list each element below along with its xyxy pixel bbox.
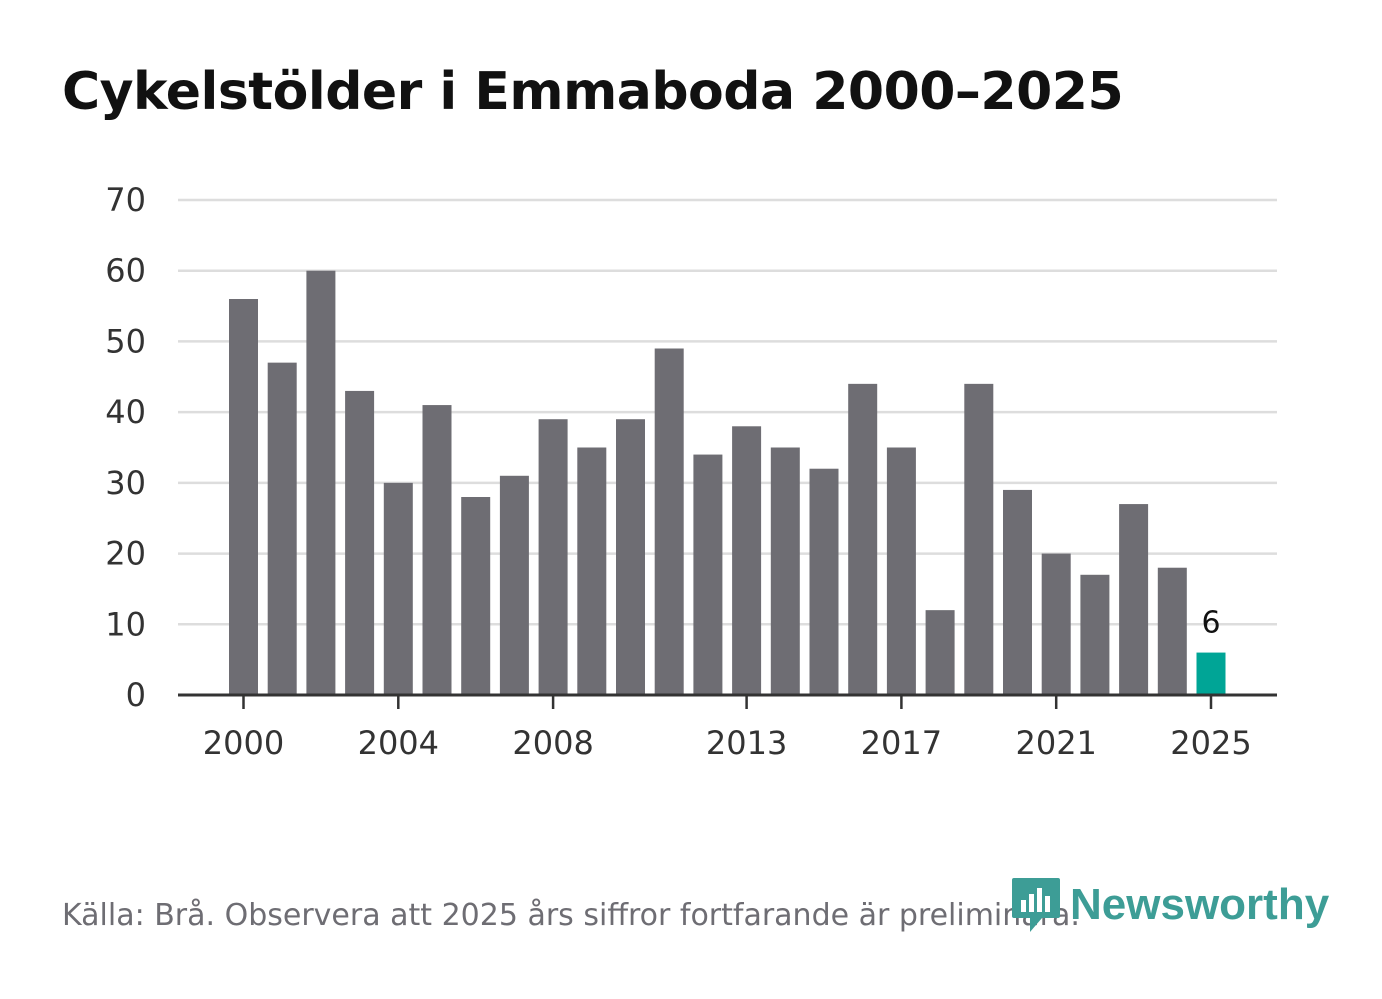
- y-tick-label: 50: [105, 322, 146, 360]
- bar-2006: [461, 497, 491, 695]
- bar-2008: [538, 419, 568, 695]
- bar-2021: [1041, 553, 1071, 695]
- y-tick-label: 10: [105, 605, 146, 643]
- source-note: Källa: Brå. Observera att 2025 års siffr…: [62, 898, 1080, 933]
- bar-2023: [1119, 504, 1149, 695]
- bar-2020: [1003, 489, 1032, 695]
- data-labels: 6: [1201, 606, 1220, 641]
- bar-2009: [577, 447, 607, 695]
- bar-2007: [499, 475, 529, 695]
- bar-2025: [1196, 652, 1226, 695]
- bar-value-label-2025: 6: [1201, 606, 1220, 641]
- gridlines: [178, 198, 1277, 626]
- bar-2022: [1080, 574, 1110, 695]
- y-tick-label: 40: [105, 393, 146, 431]
- x-tick-label: 2008: [512, 724, 593, 762]
- bar-2012: [693, 454, 723, 695]
- bar-2017: [886, 447, 916, 695]
- y-tick-label: 30: [105, 464, 146, 502]
- chart-title: Cykelstölder i Emmaboda 2000–2025: [62, 62, 1124, 122]
- bar-2024: [1157, 567, 1187, 695]
- bar-2015: [809, 468, 839, 695]
- y-tick-label: 20: [105, 535, 146, 573]
- bar-2010: [616, 419, 645, 695]
- x-tick-label: 2000: [203, 724, 284, 762]
- x-tick-label: 2021: [1015, 724, 1096, 762]
- bar-2004: [383, 482, 413, 695]
- x-tick-label: 2004: [358, 724, 439, 762]
- brand-name: Newsworthy: [1070, 880, 1330, 929]
- x-tick-label: 2017: [861, 724, 942, 762]
- bar-2014: [770, 447, 800, 695]
- bar-2016: [848, 383, 878, 695]
- x-tick-label: 2013: [706, 724, 787, 762]
- bar-2003: [345, 390, 375, 695]
- y-tick-label: 70: [105, 181, 146, 219]
- y-tick-label: 0: [126, 676, 146, 714]
- y-tick-label: 60: [105, 252, 146, 290]
- bar-2005: [422, 405, 452, 695]
- bar-2011: [654, 348, 684, 695]
- bar-2001: [267, 362, 297, 695]
- x-axis-ticks: 2000 2004 2008 2013 2017 2021 2025: [203, 695, 1252, 762]
- bar-2002: [306, 270, 336, 695]
- x-tick-label: 2025: [1170, 724, 1251, 762]
- bar-2013: [732, 426, 762, 695]
- newsworthy-logo-icon: [1012, 878, 1060, 932]
- y-axis-ticks: 0 10 20 30 40 50 60 70: [105, 181, 146, 714]
- bar-2000: [229, 299, 258, 695]
- bar-2018: [925, 610, 955, 695]
- bar-2019: [964, 383, 994, 695]
- brand-logo: Newsworthy: [1010, 876, 1329, 934]
- bars: [229, 270, 1226, 695]
